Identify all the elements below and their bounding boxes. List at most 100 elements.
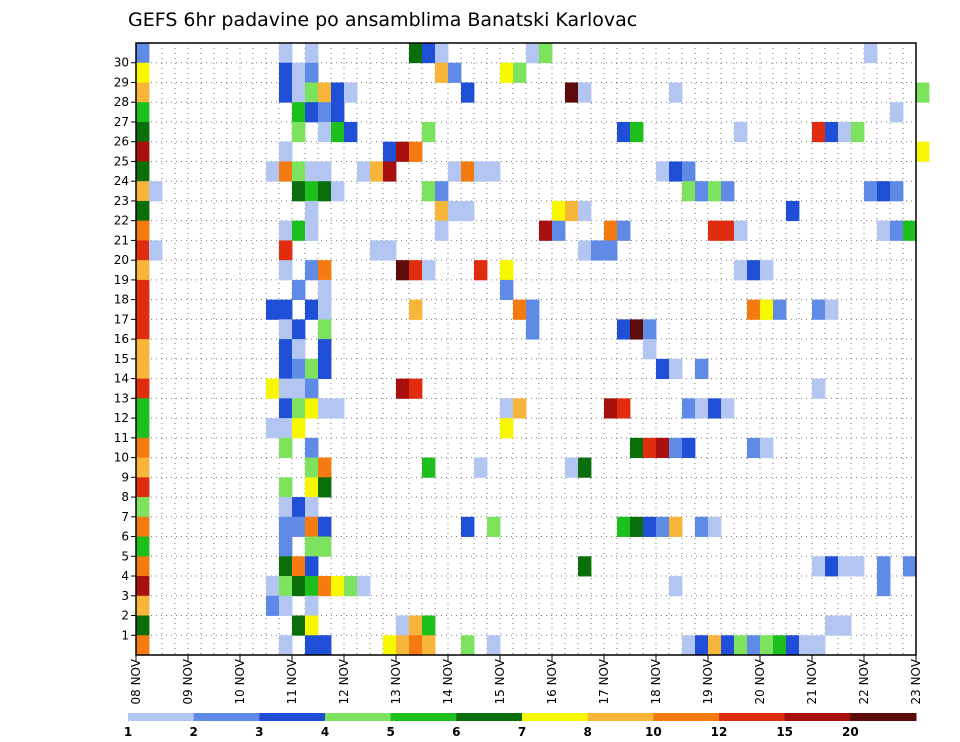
heatmap-cell	[656, 437, 670, 458]
y-tick-label: 8	[121, 490, 129, 504]
x-tick-label: 20 NOV	[753, 658, 767, 704]
heatmap-cell	[721, 181, 735, 202]
heatmap-cell	[682, 398, 696, 419]
heatmap-cell	[305, 62, 319, 83]
heatmap-cell	[630, 437, 644, 458]
heatmap-cell	[799, 635, 813, 656]
heatmap-cell	[136, 358, 150, 380]
heatmap-cell	[266, 299, 280, 320]
colorbar-label: 1	[124, 725, 132, 739]
heatmap-cells	[136, 43, 930, 656]
heatmap-cell	[461, 161, 475, 182]
heatmap-cell	[461, 635, 475, 656]
heatmap-cell	[656, 358, 670, 380]
heatmap-cell	[500, 62, 514, 83]
heatmap-cell	[136, 635, 150, 656]
colorbar-label: 20	[842, 725, 859, 739]
heatmap-cell	[357, 576, 371, 597]
heatmap-cell	[318, 339, 332, 360]
heatmap-cell	[279, 516, 293, 537]
heatmap-cell	[396, 635, 410, 656]
heatmap-cell	[825, 615, 839, 636]
heatmap-cell	[422, 43, 436, 64]
colorbar-label: 2	[189, 725, 197, 739]
heatmap-cell	[292, 556, 306, 577]
heatmap-cell	[396, 615, 410, 636]
heatmap-cell	[734, 220, 748, 241]
heatmap-cell	[331, 398, 345, 419]
heatmap-cell	[747, 299, 761, 320]
heatmap-cell	[409, 635, 423, 656]
heatmap-cell	[292, 516, 306, 537]
heatmap-cell	[409, 43, 423, 64]
heatmap-cell	[500, 279, 514, 301]
x-tick-label: 22 NOV	[857, 658, 871, 704]
heatmap-cell	[851, 556, 865, 577]
heatmap-cell	[721, 220, 735, 241]
heatmap-cell	[422, 457, 436, 478]
heatmap-cell	[136, 102, 150, 123]
heatmap-cell	[136, 181, 150, 202]
y-tick-label: 27	[114, 115, 129, 129]
heatmap-cell	[890, 102, 904, 123]
heatmap-cell	[279, 635, 293, 656]
heatmap-cell	[266, 576, 280, 597]
heatmap-cell	[890, 220, 904, 241]
heatmap-cell	[136, 43, 150, 64]
heatmap-cell	[292, 220, 306, 241]
x-tick-label: 12 NOV	[337, 658, 351, 704]
heatmap-cell	[851, 121, 865, 143]
heatmap-cell	[838, 556, 852, 577]
y-tick-label: 24	[114, 174, 129, 188]
heatmap-cell	[539, 220, 553, 241]
y-tick-label: 11	[114, 431, 129, 445]
colorbar-swatch	[325, 713, 392, 721]
heatmap-cell	[734, 121, 748, 143]
heatmap-cell	[383, 161, 397, 182]
heatmap-cell	[578, 82, 592, 103]
heatmap-cell	[266, 161, 280, 182]
heatmap-cell	[409, 260, 423, 281]
heatmap-cell	[708, 398, 722, 419]
x-tick-label: 15 NOV	[493, 658, 507, 704]
colorbar-swatch	[719, 713, 786, 721]
heatmap-cell	[344, 576, 358, 597]
heatmap-cell	[331, 102, 345, 123]
heatmap-cell	[136, 477, 150, 498]
heatmap-cell	[279, 437, 293, 458]
heatmap-cell	[318, 161, 332, 182]
heatmap-cell	[305, 497, 319, 518]
heatmap-cell	[136, 378, 150, 399]
y-tick-label: 29	[114, 75, 129, 89]
heatmap-cell	[149, 240, 163, 261]
y-tick-label: 4	[121, 569, 129, 583]
colorbar-swatch	[128, 713, 195, 721]
heatmap-cell	[409, 141, 423, 162]
heatmap-cell	[422, 181, 436, 202]
heatmap-cell	[448, 161, 462, 182]
heatmap-cell	[305, 615, 319, 636]
y-tick-label: 13	[114, 391, 129, 405]
heatmap-cell	[617, 121, 631, 143]
heatmap-cell	[682, 635, 696, 656]
heatmap-cell	[318, 82, 332, 103]
heatmap-cell	[825, 121, 839, 143]
heatmap-cell	[695, 398, 709, 419]
x-axis-ticks: 08 NOV 09 NOV 10 NOV 11 NOV 12 NOV 13 NOV 14 N…	[129, 655, 923, 705]
heatmap-cell	[305, 181, 319, 202]
heatmap-cell	[136, 418, 150, 439]
heatmap-cell	[292, 339, 306, 360]
heatmap-cell	[695, 516, 709, 537]
heatmap-cell	[305, 576, 319, 597]
y-tick-label: 30	[114, 56, 129, 70]
heatmap-cell	[708, 220, 722, 241]
heatmap-cell	[136, 161, 150, 182]
heatmap-cell	[877, 556, 891, 577]
heatmap-cell	[292, 319, 306, 340]
heatmap-cell	[305, 82, 319, 103]
heatmap-cell	[617, 220, 631, 241]
heatmap-cell	[279, 161, 293, 182]
heatmap-cell	[136, 576, 150, 597]
heatmap-cell	[604, 220, 618, 241]
heatmap-cell	[786, 635, 800, 656]
